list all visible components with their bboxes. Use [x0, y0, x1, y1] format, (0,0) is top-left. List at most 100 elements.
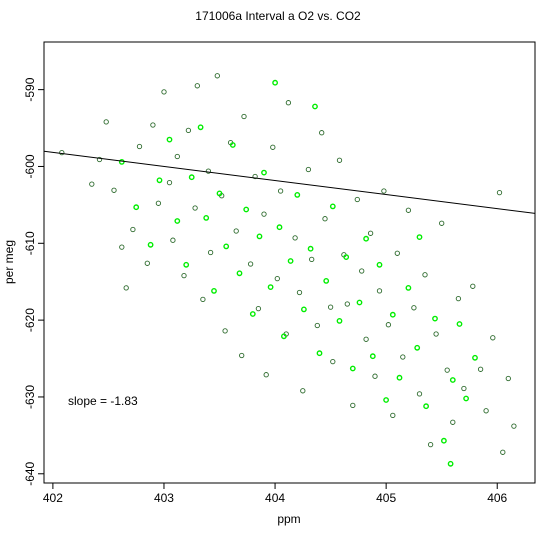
- data-point: [119, 244, 125, 250]
- data-point: [336, 317, 343, 324]
- x-tick-label: 402: [43, 491, 63, 505]
- data-point: [500, 449, 506, 455]
- data-point: [316, 350, 323, 357]
- data-point: [277, 188, 284, 194]
- data-point: [294, 191, 301, 198]
- data-point: [261, 211, 267, 217]
- x-tick-label: 404: [265, 491, 285, 505]
- data-point: [330, 358, 336, 365]
- data-point: [411, 305, 417, 311]
- y-tick-label: -620: [23, 308, 37, 332]
- data-point: [123, 285, 129, 291]
- data-point: [314, 322, 320, 329]
- data-point: [216, 190, 223, 197]
- data-point: [197, 124, 204, 131]
- data-point: [166, 179, 173, 186]
- data-point: [144, 260, 150, 266]
- data-point: [396, 374, 403, 381]
- data-point: [150, 122, 156, 128]
- data-point: [192, 205, 198, 211]
- data-point: [174, 153, 180, 160]
- data-point: [111, 187, 117, 193]
- regression-line: [44, 150, 535, 214]
- data-point: [292, 235, 298, 241]
- y-tick-label: -610: [23, 231, 37, 255]
- data-point: [444, 367, 450, 373]
- data-point: [183, 261, 190, 268]
- data-point: [170, 237, 176, 243]
- data-point: [327, 304, 334, 310]
- data-point: [309, 256, 315, 263]
- x-axis-label: ppm: [277, 512, 300, 526]
- data-point: [229, 142, 236, 148]
- data-point: [239, 352, 245, 359]
- chart-title: 171006a Interval a O2 vs. CO2: [195, 9, 361, 23]
- data-point: [136, 143, 143, 150]
- data-point: [181, 272, 187, 279]
- data-point: [103, 119, 109, 125]
- data-point: [133, 204, 140, 211]
- data-point: [405, 284, 412, 291]
- data-point: [214, 73, 220, 79]
- data-point: [194, 83, 200, 89]
- data-point: [166, 136, 173, 143]
- data-point: [416, 391, 423, 397]
- data-point: [359, 268, 365, 274]
- data-point: [233, 228, 239, 234]
- y-tick-label: -590: [23, 77, 37, 101]
- data-point: [356, 299, 363, 306]
- y-axis: -590 -600 -610 -620 -630 -640: [23, 77, 44, 486]
- data-point: [416, 234, 423, 241]
- data-point: [423, 403, 429, 410]
- data-point: [394, 250, 400, 256]
- data-point: [385, 322, 392, 328]
- data-point: [255, 305, 262, 312]
- data-point: [322, 216, 328, 222]
- data-point: [390, 412, 396, 419]
- data-point: [354, 196, 360, 203]
- x-tick-label: 405: [376, 491, 396, 505]
- data-point: [440, 437, 447, 444]
- x-axis: 402 403 404 405 406: [43, 483, 508, 505]
- data-point: [276, 224, 283, 231]
- y-tick-label: -640: [23, 461, 37, 485]
- data-point: [389, 311, 396, 318]
- data-point: [350, 402, 356, 409]
- data-point: [185, 127, 192, 134]
- data-point: [312, 103, 318, 110]
- data-point: [156, 177, 163, 184]
- data-point: [89, 181, 95, 187]
- data-point: [247, 261, 254, 267]
- data-point: [256, 233, 263, 240]
- data-point: [427, 441, 434, 448]
- data-point: [343, 254, 350, 261]
- data-point: [263, 372, 269, 378]
- data-point: [376, 261, 383, 268]
- data-point: [261, 169, 267, 176]
- data-point: [432, 315, 438, 322]
- data-point: [200, 296, 206, 303]
- data-point: [400, 354, 406, 360]
- data-point: [188, 174, 195, 181]
- data-point: [296, 289, 303, 296]
- data-point: [243, 206, 250, 213]
- data-point: [252, 173, 258, 180]
- data-point: [174, 218, 181, 224]
- data-point: [272, 79, 278, 86]
- x-tick-label: 406: [487, 491, 507, 505]
- data-point: [130, 226, 136, 233]
- data-point: [381, 188, 387, 194]
- x-tick-label: 403: [154, 491, 174, 505]
- data-point: [405, 207, 412, 213]
- data-point: [211, 287, 217, 294]
- data-point: [329, 203, 336, 210]
- plot-content: [44, 73, 535, 467]
- data-point: [511, 423, 517, 429]
- data-point: [363, 235, 369, 242]
- data-point: [447, 460, 454, 467]
- data-point: [450, 419, 456, 425]
- data-point: [249, 311, 256, 317]
- data-point: [59, 149, 65, 156]
- data-point: [285, 100, 292, 106]
